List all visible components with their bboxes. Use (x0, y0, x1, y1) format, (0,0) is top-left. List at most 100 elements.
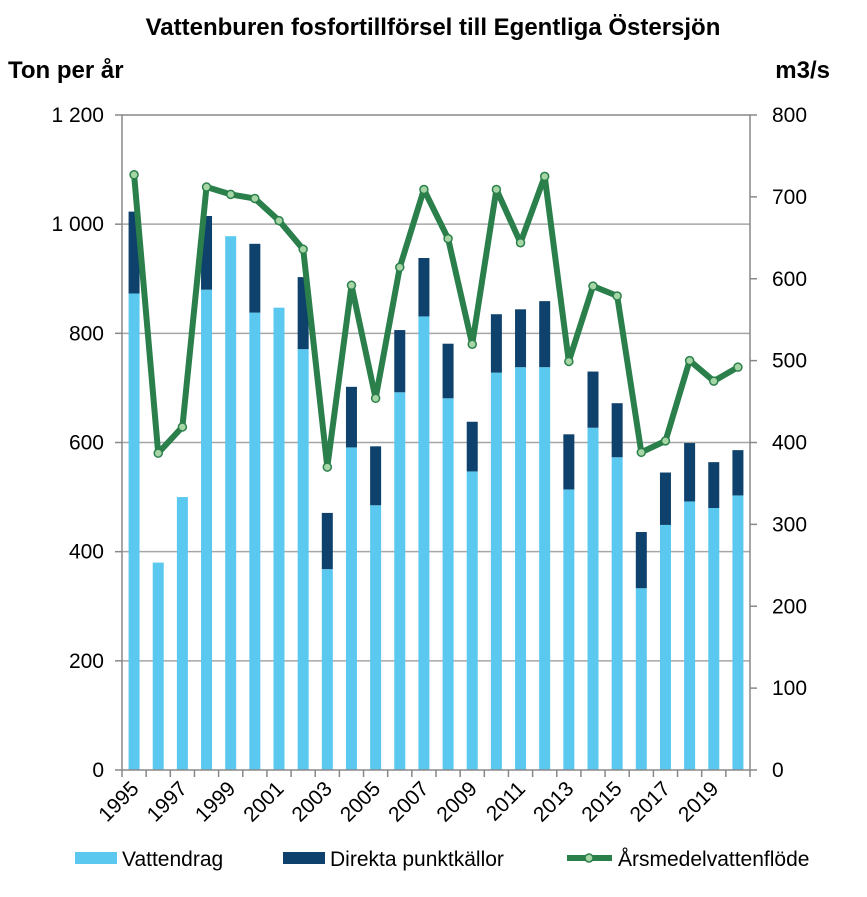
bar-direkta-punktkallor (587, 371, 599, 428)
bar-vattendrag (490, 372, 502, 770)
y-left-tick-label: 1 000 (51, 213, 104, 236)
x-tick-label: 2019 (674, 777, 723, 826)
line-arsmedelvattenflode (131, 171, 741, 471)
line-point (636, 447, 647, 458)
x-tick-label: 2007 (384, 777, 433, 826)
line-point (564, 356, 574, 367)
bar-vattendrag (515, 367, 527, 770)
bar-vattendrag (370, 505, 382, 770)
bar-direkta-punktkallor (442, 343, 454, 399)
bar-direkta-punktkallor (418, 258, 430, 317)
y-left-tick-label: 400 (69, 541, 104, 564)
legend-label-vattendrag: Vattendrag (122, 848, 223, 871)
line-point (129, 170, 139, 180)
legend-swatch-vattendrag (75, 852, 117, 864)
y-left-ticks: 0 200 400 600 800 1 000 1 200 (51, 104, 122, 782)
x-tick-label: 2017 (626, 777, 675, 826)
bar-direkta-punktkallor (394, 330, 406, 393)
bar-vattendrag (394, 392, 406, 770)
bar-direkta-punktkallor (128, 211, 140, 294)
bar-vattendrag (128, 293, 140, 770)
y-right-tick-label: 200 (772, 595, 807, 618)
bar-vattendrag (152, 562, 164, 770)
line-point (733, 362, 743, 372)
x-tick-label: 1997 (143, 777, 192, 826)
bars (128, 211, 744, 771)
line-point (177, 422, 188, 432)
bar-direkta-punktkallor (659, 472, 671, 525)
bar-vattendrag (442, 398, 454, 770)
bar-direkta-punktkallor (345, 386, 357, 448)
y-left-tick-label: 1 200 (51, 104, 104, 127)
line-point (539, 171, 550, 182)
line-point (346, 280, 357, 291)
bar-vattendrag (659, 524, 671, 770)
y-right-tick-label: 0 (772, 759, 784, 782)
x-tick-label: 2013 (529, 777, 578, 826)
line-point (298, 244, 308, 255)
line-point (467, 339, 477, 349)
bar-vattendrag (297, 349, 309, 770)
line-point (370, 393, 381, 404)
bar-vattendrag (345, 447, 357, 770)
line-point (395, 262, 405, 273)
legend-marker-flow (584, 853, 594, 863)
bar-vattendrag (684, 501, 696, 770)
y-left-tick-label: 800 (69, 322, 104, 345)
bar-direkta-punktkallor (563, 434, 575, 490)
bar-vattendrag (466, 471, 478, 770)
bar-vattendrag (273, 307, 285, 770)
bar-direkta-punktkallor (249, 243, 261, 313)
x-tick-label: 2011 (482, 777, 530, 825)
y-right-tick-label: 500 (772, 350, 807, 373)
bar-direkta-punktkallor (708, 462, 720, 508)
bar-direkta-punktkallor (297, 277, 309, 350)
x-tick-label: 2003 (288, 777, 337, 826)
line-point (709, 376, 719, 386)
x-tick-label: 2005 (336, 777, 385, 826)
y-left-axis-title: Ton per år (8, 57, 124, 84)
y-right-axis-title: m3/s (775, 57, 830, 84)
y-right-tick-label: 800 (772, 104, 807, 127)
line-point (660, 436, 671, 446)
line-point (491, 184, 502, 195)
bar-direkta-punktkallor (490, 314, 502, 373)
y-left-tick-label: 200 (69, 650, 104, 673)
bar-vattendrag (539, 367, 551, 770)
line-point (612, 291, 622, 301)
y-right-tick-label: 700 (772, 186, 807, 209)
bar-vattendrag (418, 316, 430, 770)
line-point (250, 193, 260, 204)
bar-direkta-punktkallor (466, 421, 478, 472)
bar-vattendrag (249, 312, 261, 770)
bar-direkta-punktkallor (370, 446, 382, 506)
y-right-tick-label: 400 (772, 432, 807, 455)
bar-direkta-punktkallor (732, 450, 744, 496)
x-ticks: 1995 1997 1999 2001 2003 2005 2007 2009 2011 2013… (94, 770, 751, 827)
x-tick-label: 1999 (191, 777, 240, 826)
bar-direkta-punktkallor (539, 301, 551, 368)
bar-direkta-punktkallor (635, 532, 647, 589)
legend-swatch-punktkallor (283, 852, 325, 864)
y-left-tick-label: 600 (69, 432, 104, 455)
bar-vattendrag (225, 236, 237, 771)
line-point (201, 182, 212, 192)
bar-vattendrag (176, 497, 188, 770)
line-point (515, 237, 526, 248)
flow-line (129, 170, 743, 472)
bar-direkta-punktkallor (201, 215, 213, 290)
bar-vattendrag (635, 588, 647, 770)
bar-direkta-punktkallor (684, 443, 696, 502)
legend: Vattendrag Direkta punktkällor Årsmedelv… (75, 848, 809, 871)
bar-direkta-punktkallor (321, 512, 333, 570)
line-point (225, 189, 236, 200)
x-tick-label: 1995 (94, 777, 143, 826)
bar-vattendrag (708, 508, 720, 770)
y-right-tick-label: 100 (772, 677, 807, 700)
bar-vattendrag (321, 569, 333, 770)
y-right-ticks: 0 100 200 300 400 500 600 700 800 (750, 104, 807, 782)
bar-vattendrag (587, 427, 599, 770)
x-tick-label: 2001 (239, 777, 288, 826)
line-point (274, 215, 284, 226)
